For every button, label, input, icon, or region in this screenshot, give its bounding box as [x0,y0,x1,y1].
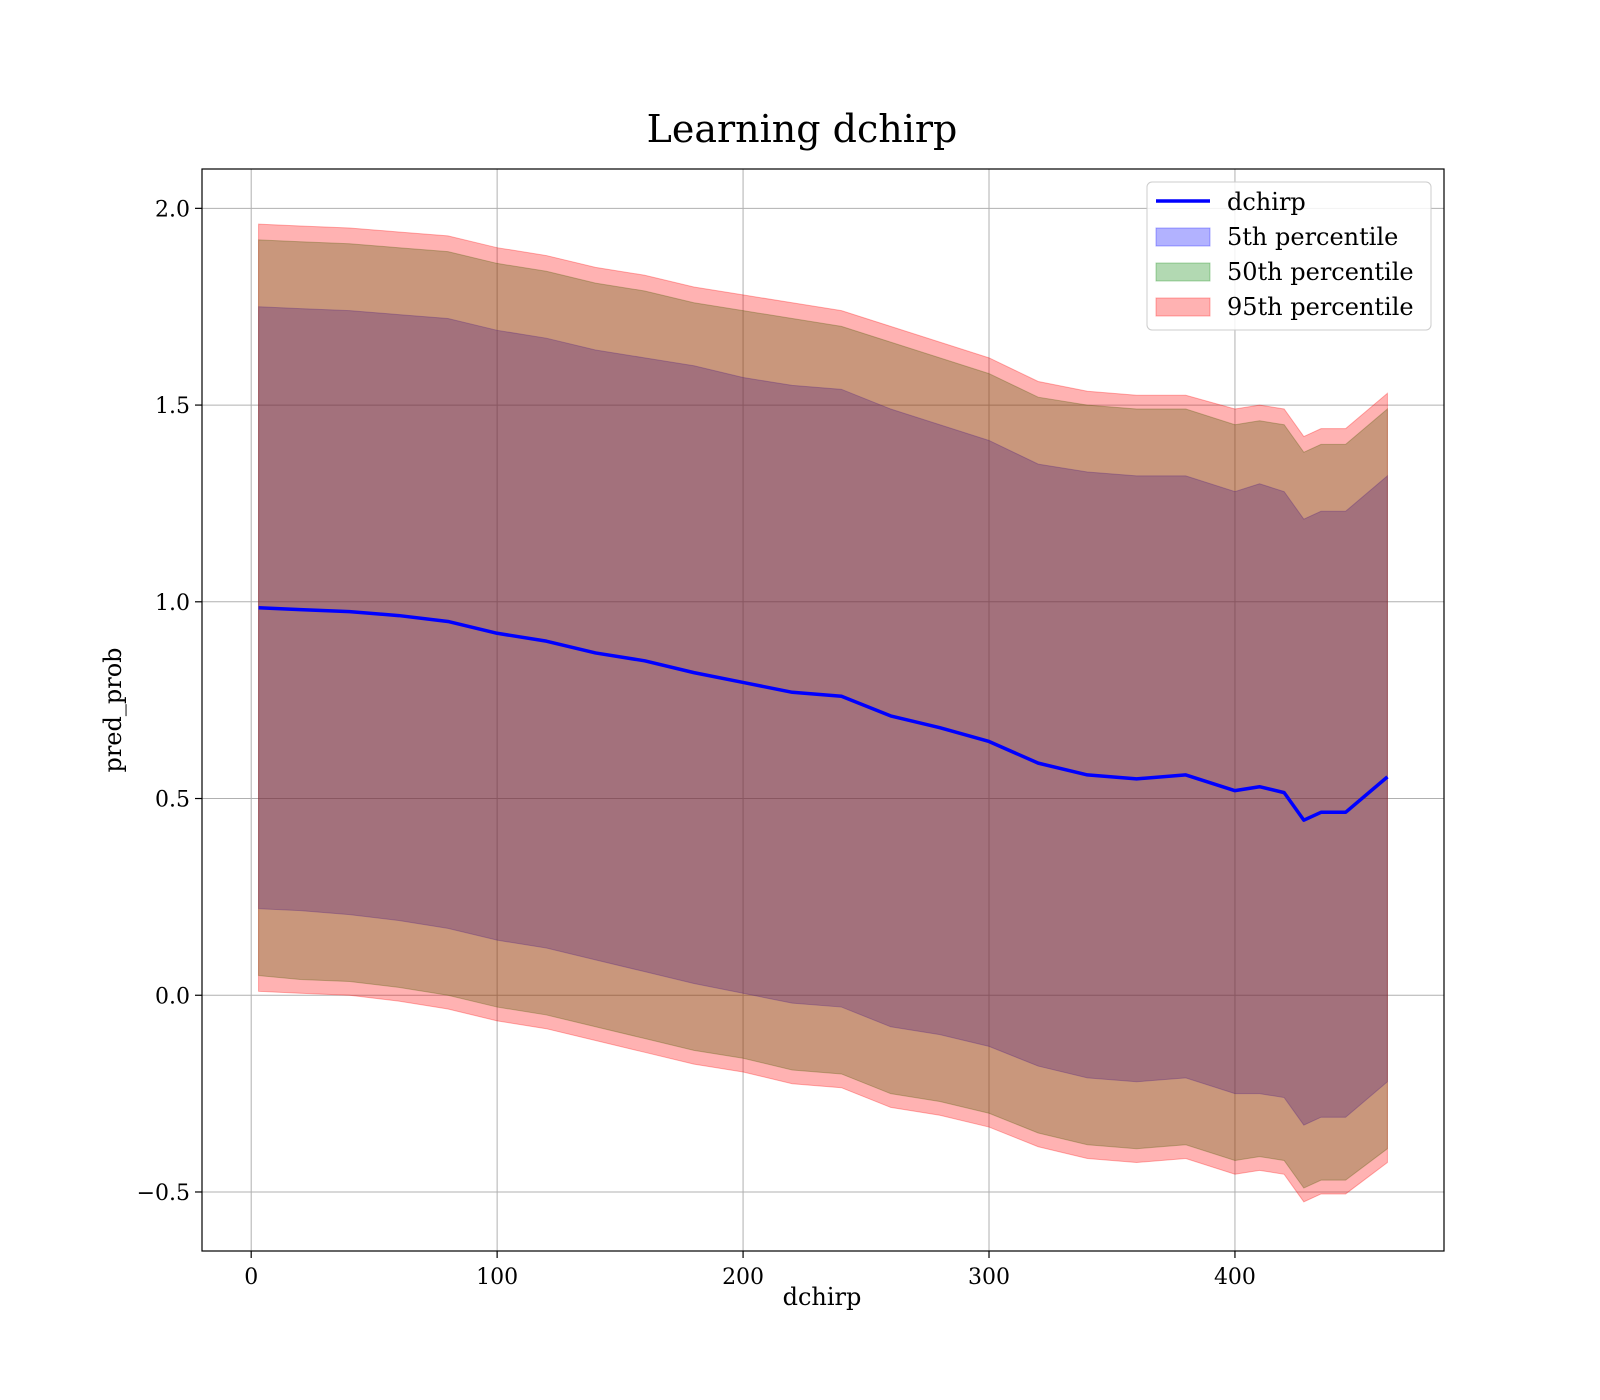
y-tick-label: −0.5 [137,1181,190,1206]
y-tick-label: 0.5 [155,788,190,813]
legend-label-dchirp: dchirp [1227,188,1306,216]
x-tick-label: 300 [968,1265,1010,1290]
band-95th-percentile [258,223,1388,1203]
legend-swatch-5th-percentile [1155,227,1211,247]
x-tick-label: 100 [476,1265,518,1290]
percentile-bands [258,223,1388,1203]
legend-label-50th-percentile: 50th percentile [1227,258,1414,286]
legend-swatch-95th-percentile [1155,297,1211,317]
x-tick-label: 200 [722,1265,764,1290]
y-tick-label: 2.0 [155,197,190,222]
legend-label-95th-percentile: 95th percentile [1227,293,1414,321]
y-tick-label: 0.0 [155,984,190,1009]
x-tick-label: 0 [244,1265,258,1290]
line-dchirp [258,605,1389,822]
axis-ticks: 0 100 200 300 400 −0.5 0.0 0.5 1.0 1.5 2.0 [137,197,1256,1290]
band-50th-percentile [258,239,1388,1189]
y-tick-label: 1.5 [155,394,190,419]
y-axis-label: pred_prob [99,647,127,772]
y-tick-label: 1.0 [155,591,190,616]
band-5th-percentile [258,306,1388,1126]
legend-label-5th-percentile: 5th percentile [1227,223,1398,251]
series-lines [258,605,1389,822]
x-tick-label: 400 [1214,1265,1256,1290]
plot-frame [201,168,1445,1252]
legend: dchirp 5th percentile 50th percentile 95… [1146,181,1432,331]
x-axis-label: dchirp [783,1283,862,1311]
legend-swatch-50th-percentile [1155,262,1211,282]
legend-box [1146,181,1432,331]
chart-title: Learning dchirp [647,107,958,151]
